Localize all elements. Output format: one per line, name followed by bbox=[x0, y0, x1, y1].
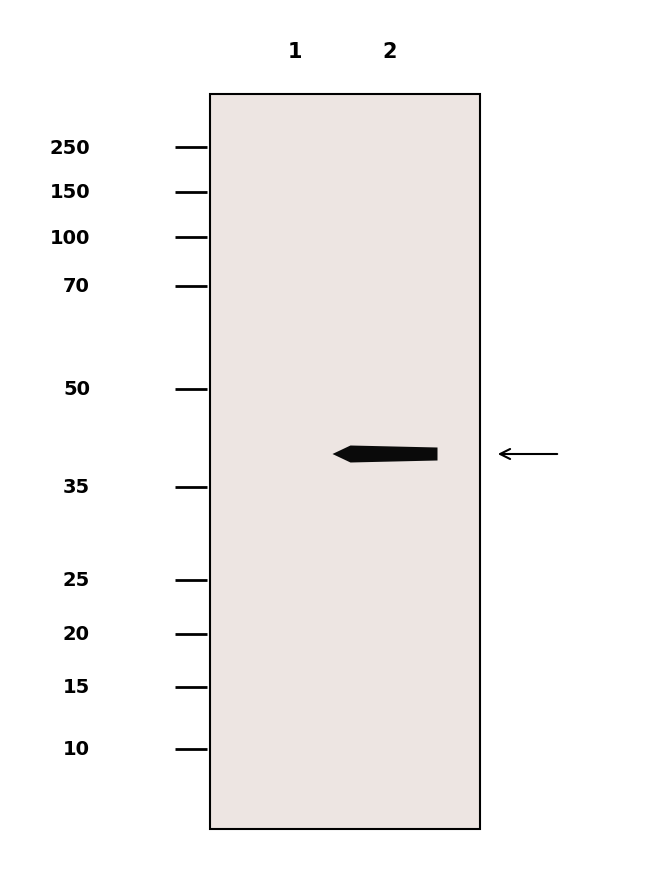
Text: 20: 20 bbox=[63, 625, 90, 644]
Bar bbox=[210, 95, 480, 829]
Text: 250: 250 bbox=[49, 138, 90, 157]
Text: 35: 35 bbox=[63, 478, 90, 497]
Text: 100: 100 bbox=[49, 229, 90, 247]
FancyBboxPatch shape bbox=[332, 445, 439, 464]
Text: 1: 1 bbox=[288, 42, 302, 62]
Text: 15: 15 bbox=[63, 678, 90, 697]
Text: 10: 10 bbox=[63, 740, 90, 759]
Text: 25: 25 bbox=[63, 571, 90, 590]
Polygon shape bbox=[333, 446, 437, 463]
Text: 70: 70 bbox=[63, 277, 90, 296]
Text: 2: 2 bbox=[383, 42, 397, 62]
Polygon shape bbox=[330, 445, 352, 464]
Text: 50: 50 bbox=[63, 380, 90, 399]
Text: 150: 150 bbox=[49, 183, 90, 202]
